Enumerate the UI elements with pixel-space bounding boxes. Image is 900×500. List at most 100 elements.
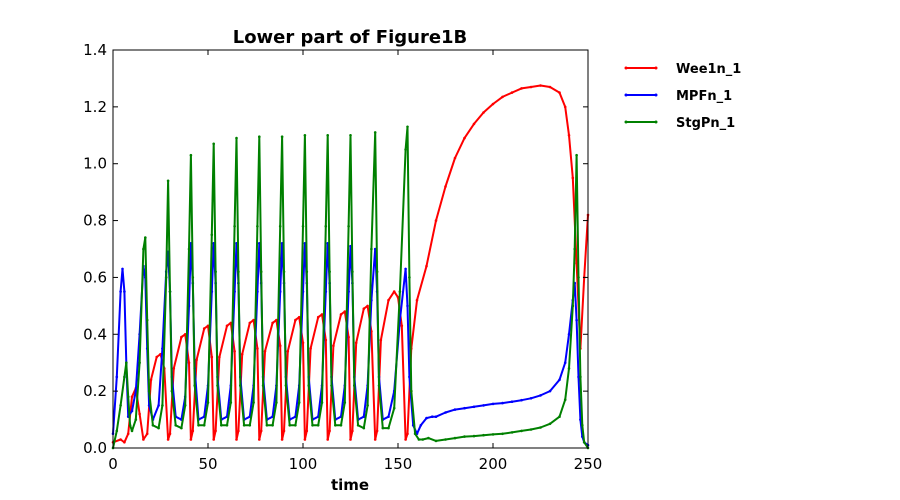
data-point	[453, 436, 457, 440]
data-point	[320, 401, 324, 404]
data-point	[202, 327, 206, 330]
data-point	[387, 415, 390, 419]
data-point	[387, 298, 390, 302]
data-point	[303, 438, 307, 441]
data-point	[301, 225, 305, 228]
data-point	[282, 429, 286, 433]
data-point	[115, 429, 119, 433]
data-point	[216, 384, 219, 387]
data-point	[582, 441, 586, 444]
data-point	[275, 318, 278, 322]
data-point	[413, 432, 417, 436]
y-tick-label: 0.8	[83, 212, 107, 230]
data-point	[229, 321, 233, 325]
data-point	[404, 438, 407, 441]
legend-label: StgPn_1	[676, 116, 735, 131]
data-point	[347, 225, 350, 228]
data-point	[334, 424, 337, 427]
data-point	[166, 438, 170, 441]
data-point	[288, 424, 292, 427]
data-point	[425, 264, 428, 268]
data-point	[366, 304, 369, 308]
data-point	[168, 432, 172, 436]
data-point	[280, 438, 284, 441]
data-point	[297, 315, 301, 319]
data-point	[567, 134, 571, 137]
data-point	[573, 247, 576, 251]
data-point	[191, 429, 195, 433]
data-point	[400, 324, 404, 328]
x-tick-label: 0	[108, 455, 118, 473]
data-point	[191, 276, 195, 279]
data-point	[311, 424, 314, 427]
data-point	[149, 378, 153, 382]
data-point	[444, 185, 447, 188]
legend-marker	[654, 93, 658, 97]
y-tick-label: 1.0	[83, 155, 107, 173]
data-point	[115, 375, 119, 379]
data-point	[256, 225, 259, 228]
data-point	[375, 429, 379, 433]
data-point	[392, 406, 396, 410]
data-point	[406, 125, 409, 129]
data-point	[463, 406, 466, 410]
data-point	[265, 424, 269, 427]
data-point	[529, 85, 533, 89]
data-point	[404, 267, 407, 271]
data-point	[351, 429, 354, 433]
data-point	[212, 438, 215, 441]
data-point	[425, 416, 428, 420]
data-point	[286, 350, 290, 353]
data-point	[558, 415, 561, 419]
data-point	[157, 404, 160, 407]
data-point	[510, 91, 514, 94]
data-point	[558, 91, 561, 94]
data-point	[263, 350, 267, 353]
data-point	[125, 361, 128, 365]
data-point	[259, 270, 263, 274]
data-point	[235, 136, 238, 140]
data-point	[520, 87, 523, 90]
data-point	[577, 375, 580, 379]
data-point	[491, 433, 495, 436]
data-point	[128, 424, 132, 427]
data-point	[202, 424, 206, 427]
data-point	[316, 424, 320, 427]
data-point	[214, 270, 217, 274]
legend-item: Wee1n_1	[624, 62, 741, 77]
data-point	[123, 375, 126, 379]
data-point	[579, 375, 582, 379]
x-tick-label: 100	[289, 455, 318, 473]
data-point	[183, 404, 187, 407]
data-point	[398, 290, 402, 293]
data-point	[328, 429, 331, 433]
data-point	[326, 134, 330, 137]
data-point	[430, 415, 434, 419]
data-point	[252, 401, 255, 404]
data-point	[539, 426, 542, 429]
legend-marker	[624, 120, 628, 124]
data-point	[387, 426, 390, 430]
data-point	[210, 233, 214, 237]
data-point	[370, 247, 373, 251]
plot-area	[111, 84, 590, 450]
y-tick-label: 0.2	[83, 382, 107, 400]
data-point	[392, 290, 396, 293]
data-point	[189, 153, 193, 157]
data-point	[343, 310, 347, 313]
data-point	[577, 276, 580, 279]
data-point	[373, 131, 377, 134]
data-point	[501, 401, 504, 405]
data-point	[353, 384, 356, 387]
series-line	[112, 84, 589, 444]
data-point	[258, 438, 261, 441]
data-point	[294, 318, 297, 322]
data-point	[381, 426, 385, 430]
data-point	[138, 412, 141, 416]
data-point	[142, 247, 145, 251]
data-point	[220, 424, 223, 427]
data-point	[297, 401, 301, 404]
series-line	[112, 125, 589, 449]
data-point	[558, 378, 561, 382]
